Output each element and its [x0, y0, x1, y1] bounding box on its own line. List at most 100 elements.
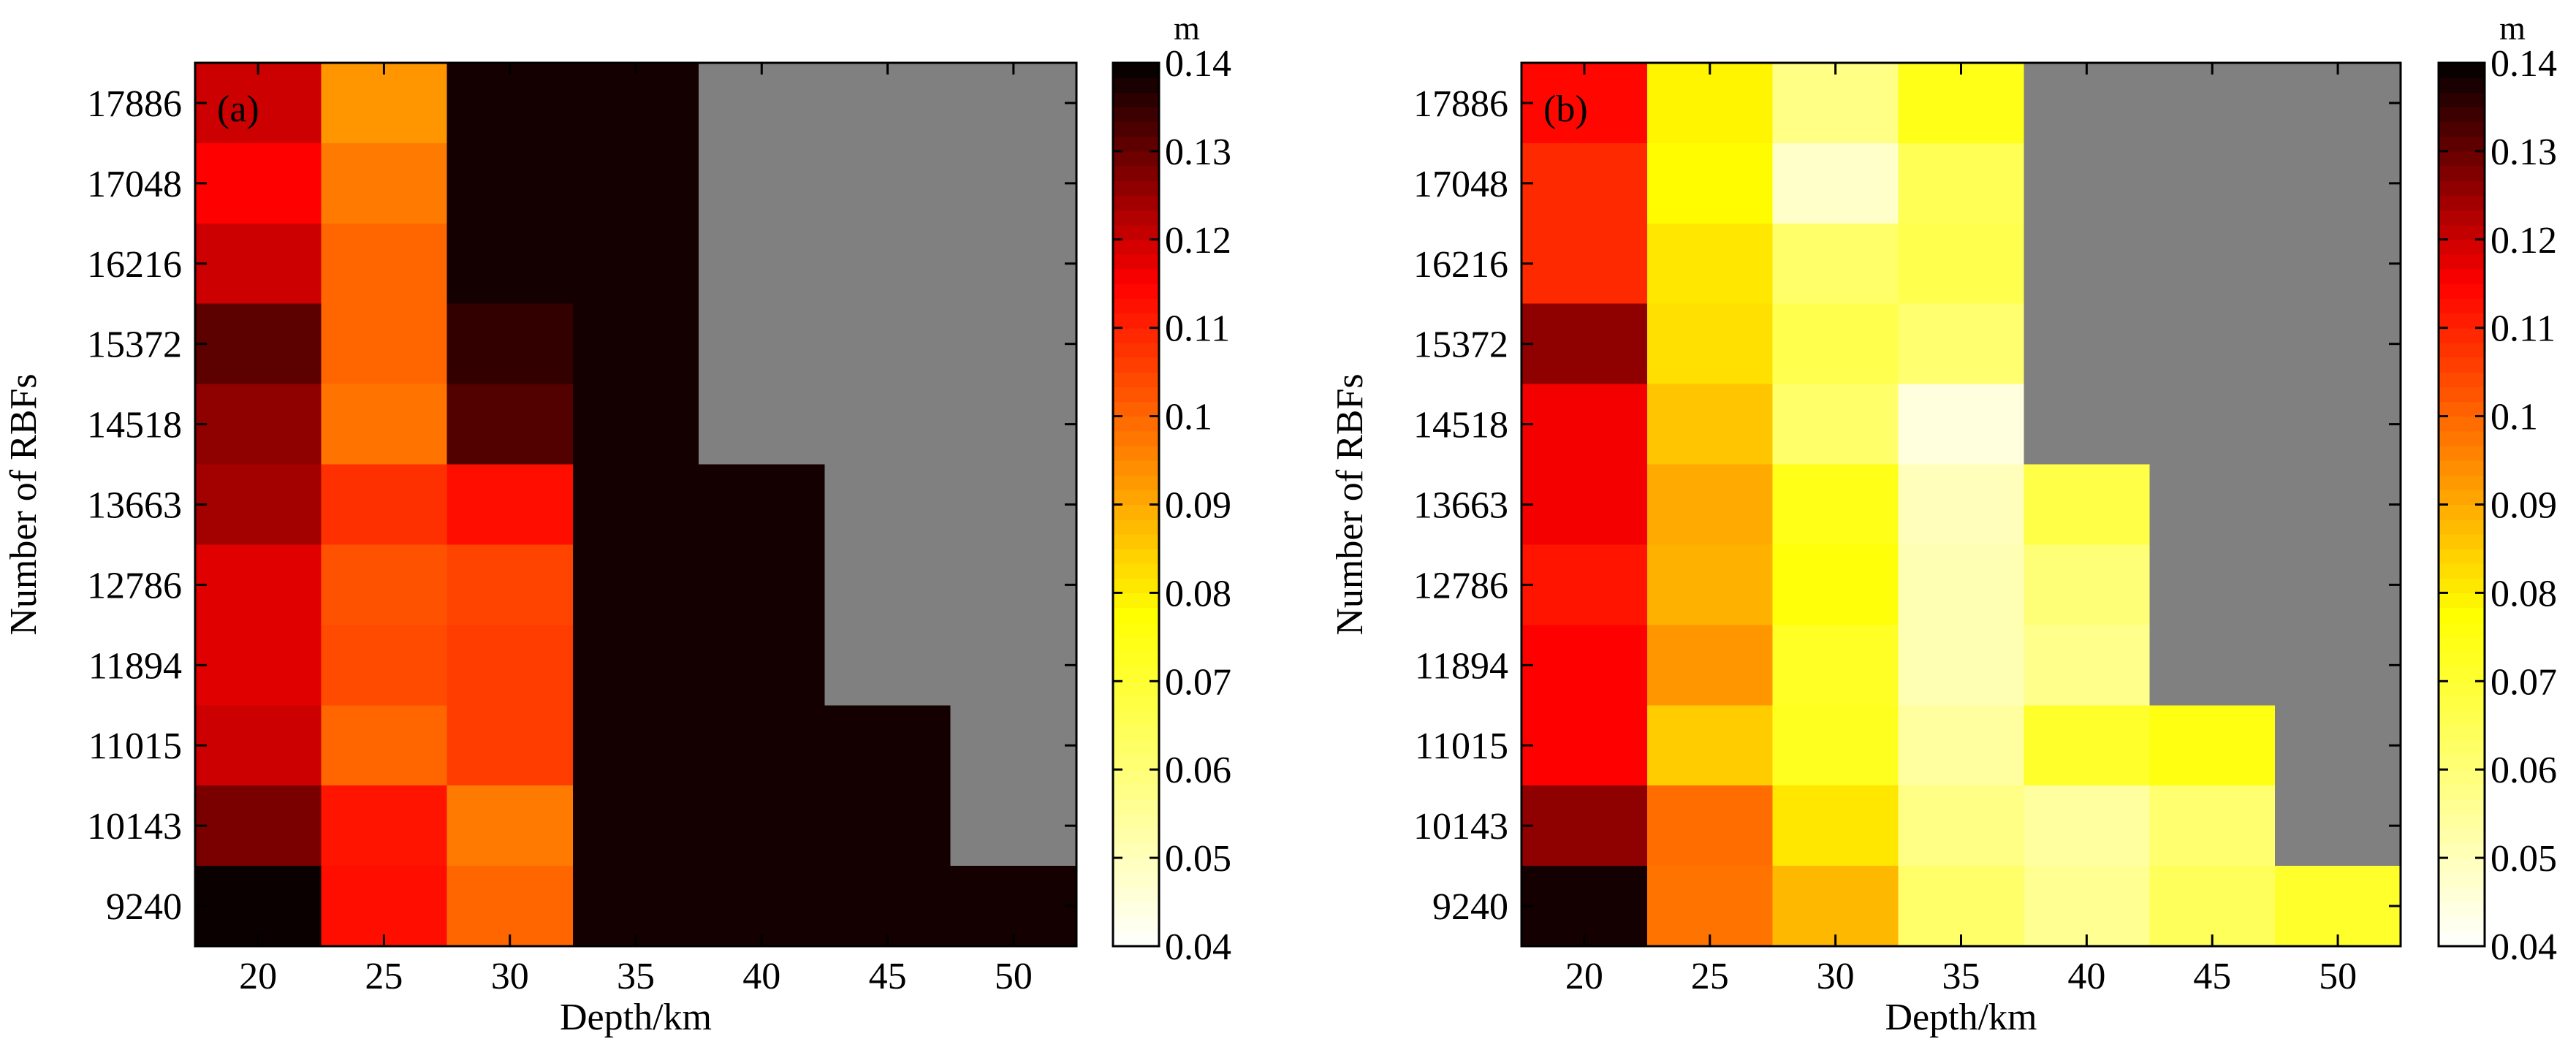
colorbar-segment-p0-16	[1113, 696, 1159, 712]
heatmap-cell-p1-r1-c4	[2024, 142, 2150, 224]
colorbar-segment-p0-50	[1113, 195, 1159, 211]
heatmap-cell-p1-r6-c5	[2149, 544, 2276, 625]
heatmap-cell-p0-r4-c6	[950, 384, 1077, 465]
x-tick-label-p0-1: 25	[365, 956, 403, 997]
heatmap-cell-p0-r5-c3	[572, 464, 699, 546]
colorbar-segment-p0-17	[1113, 681, 1159, 697]
heatmap-cell-p1-r1-c1	[1646, 142, 1774, 224]
heatmap-cell-p1-r8-c3	[1898, 705, 2025, 786]
heatmap-cell-p0-r10-c4	[699, 866, 826, 947]
heatmap-cell-p0-r8-c4	[699, 705, 826, 786]
heatmap-cell-p0-r9-c2	[447, 785, 574, 867]
colorbar-segment-p1-53	[2439, 151, 2485, 167]
colorbar-segment-p0-30	[1113, 490, 1159, 506]
heatmap-cell-p1-r2-c5	[2149, 223, 2276, 305]
colorbar-segment-p0-33	[1113, 445, 1159, 461]
colorbar-tick-label-p1-0: 0.04	[2490, 926, 2557, 968]
colorbar-tick-label-p0-9: 0.13	[1165, 132, 1231, 173]
heatmap-cell-p1-r0-c6	[2275, 63, 2401, 144]
heatmap-cell-p1-r8-c5	[2149, 705, 2276, 786]
colorbar-segment-p1-54	[2439, 136, 2485, 152]
heatmap-cell-p0-r6-c4	[699, 544, 826, 625]
colorbar-segment-p1-45	[2439, 269, 2485, 284]
heatmap-cell-p0-r3-c3	[572, 303, 699, 385]
heatmap-cell-p1-r8-c1	[1646, 705, 1774, 786]
heatmap-cell-p1-r7-c4	[2024, 625, 2150, 706]
heatmap-cell-p0-r0-c0	[195, 63, 322, 144]
heatmap-cell-p0-r3-c5	[824, 303, 951, 385]
colorbar-segment-p1-55	[2439, 121, 2485, 137]
colorbar-segment-p1-58	[2439, 77, 2485, 93]
y-tick-label-p0-5: 13663	[87, 485, 182, 527]
y-tick-label-p1-3: 15372	[1413, 324, 1508, 366]
heatmap-cell-p1-r7-c1	[1646, 625, 1774, 706]
heatmap-cell-p1-r10-c2	[1772, 866, 1899, 947]
heatmap-cell-p0-r0-c1	[321, 63, 448, 144]
colorbar-segment-p0-42	[1113, 313, 1159, 329]
colorbar-segment-p1-25	[2439, 563, 2485, 579]
colorbar-segment-p1-46	[2439, 254, 2485, 270]
heatmap-cell-p0-r9-c5	[824, 785, 951, 867]
colorbar-segment-p1-42	[2439, 313, 2485, 329]
colorbar-segment-p0-6	[1113, 842, 1159, 858]
colorbar-segment-p0-10	[1113, 784, 1159, 800]
colorbar-segment-p1-22	[2439, 607, 2485, 623]
heatmap-cell-p1-r6-c1	[1646, 544, 1774, 625]
colorbar-segment-p1-21	[2439, 622, 2485, 638]
y-tick-label-p0-9: 10143	[87, 806, 182, 848]
heatmap-cell-p0-r10-c3	[572, 866, 699, 947]
colorbar-segment-p1-24	[2439, 578, 2485, 593]
heatmap-cell-p0-r5-c1	[321, 464, 448, 546]
colorbar-segment-p1-40	[2439, 342, 2485, 358]
colorbar-segment-p1-31	[2439, 475, 2485, 490]
heatmap-cell-p1-r5-c5	[2149, 464, 2276, 546]
heatmap-cell-p0-r0-c3	[572, 63, 699, 144]
heatmap-cell-p1-r5-c1	[1646, 464, 1774, 546]
heatmap-cell-p1-r0-c5	[2149, 63, 2276, 144]
colorbar-segment-p1-59	[2439, 63, 2485, 78]
colorbar-segment-p0-2	[1113, 902, 1159, 918]
heatmap-cell-p0-r5-c2	[447, 464, 574, 546]
colorbar-segment-p0-53	[1113, 151, 1159, 167]
heatmap-cell-p1-r4-c6	[2275, 384, 2401, 465]
colorbar-tick-label-p1-5: 0.09	[2490, 485, 2557, 527]
colorbar-segment-p0-25	[1113, 563, 1159, 579]
colorbar-segment-p0-51	[1113, 180, 1159, 196]
colorbar-segment-p0-20	[1113, 636, 1159, 652]
heatmap-cell-p0-r8-c0	[195, 705, 322, 786]
colorbar-segment-p1-57	[2439, 92, 2485, 108]
heatmap-cell-p1-r9-c4	[2024, 785, 2150, 867]
colorbar-segment-p0-36	[1113, 401, 1159, 417]
x-tick-label-p0-5: 45	[869, 956, 907, 997]
colorbar-segment-p0-1	[1113, 916, 1159, 932]
heatmap-cell-p1-r6-c2	[1772, 544, 1899, 625]
colorbar-segment-p0-4	[1113, 872, 1159, 888]
colorbar-segment-p1-34	[2439, 430, 2485, 446]
colorbar-segment-p0-23	[1113, 593, 1159, 609]
colorbar-segment-p1-26	[2439, 548, 2485, 564]
colorbar-segment-p0-37	[1113, 387, 1159, 403]
heatmap-cell-p1-r0-c0	[1521, 63, 1648, 144]
colorbar-segment-p0-27	[1113, 533, 1159, 549]
heatmap-cell-p0-r9-c4	[699, 785, 826, 867]
colorbar-segment-p1-48	[2439, 224, 2485, 240]
colorbar-tick-label-p0-5: 0.09	[1165, 485, 1231, 527]
colorbar-tick-label-p1-3: 0.07	[2490, 661, 2557, 703]
y-tick-label-p1-7: 11894	[1415, 645, 1508, 687]
colorbar-segment-p1-35	[2439, 416, 2485, 432]
colorbar-segment-p0-3	[1113, 887, 1159, 903]
colorbar-segment-p1-32	[2439, 460, 2485, 476]
colorbar-segment-p0-24	[1113, 578, 1159, 593]
heatmap-cell-p1-r7-c0	[1521, 625, 1648, 706]
heatmap-cell-p1-r10-c5	[2149, 866, 2276, 947]
colorbar-tick-label-p0-6: 0.1	[1165, 397, 1212, 438]
heatmap-cell-p0-r3-c1	[321, 303, 448, 385]
colorbar-segment-p0-57	[1113, 92, 1159, 108]
heatmap-cell-p0-r2-c2	[447, 223, 574, 305]
heatmap-cell-p1-r9-c3	[1898, 785, 2025, 867]
colorbar-segment-p0-18	[1113, 666, 1159, 682]
heatmap-cell-p1-r5-c0	[1521, 464, 1648, 546]
heatmap-cell-p1-r10-c1	[1646, 866, 1774, 947]
heatmap-cell-p0-r10-c2	[447, 866, 574, 947]
